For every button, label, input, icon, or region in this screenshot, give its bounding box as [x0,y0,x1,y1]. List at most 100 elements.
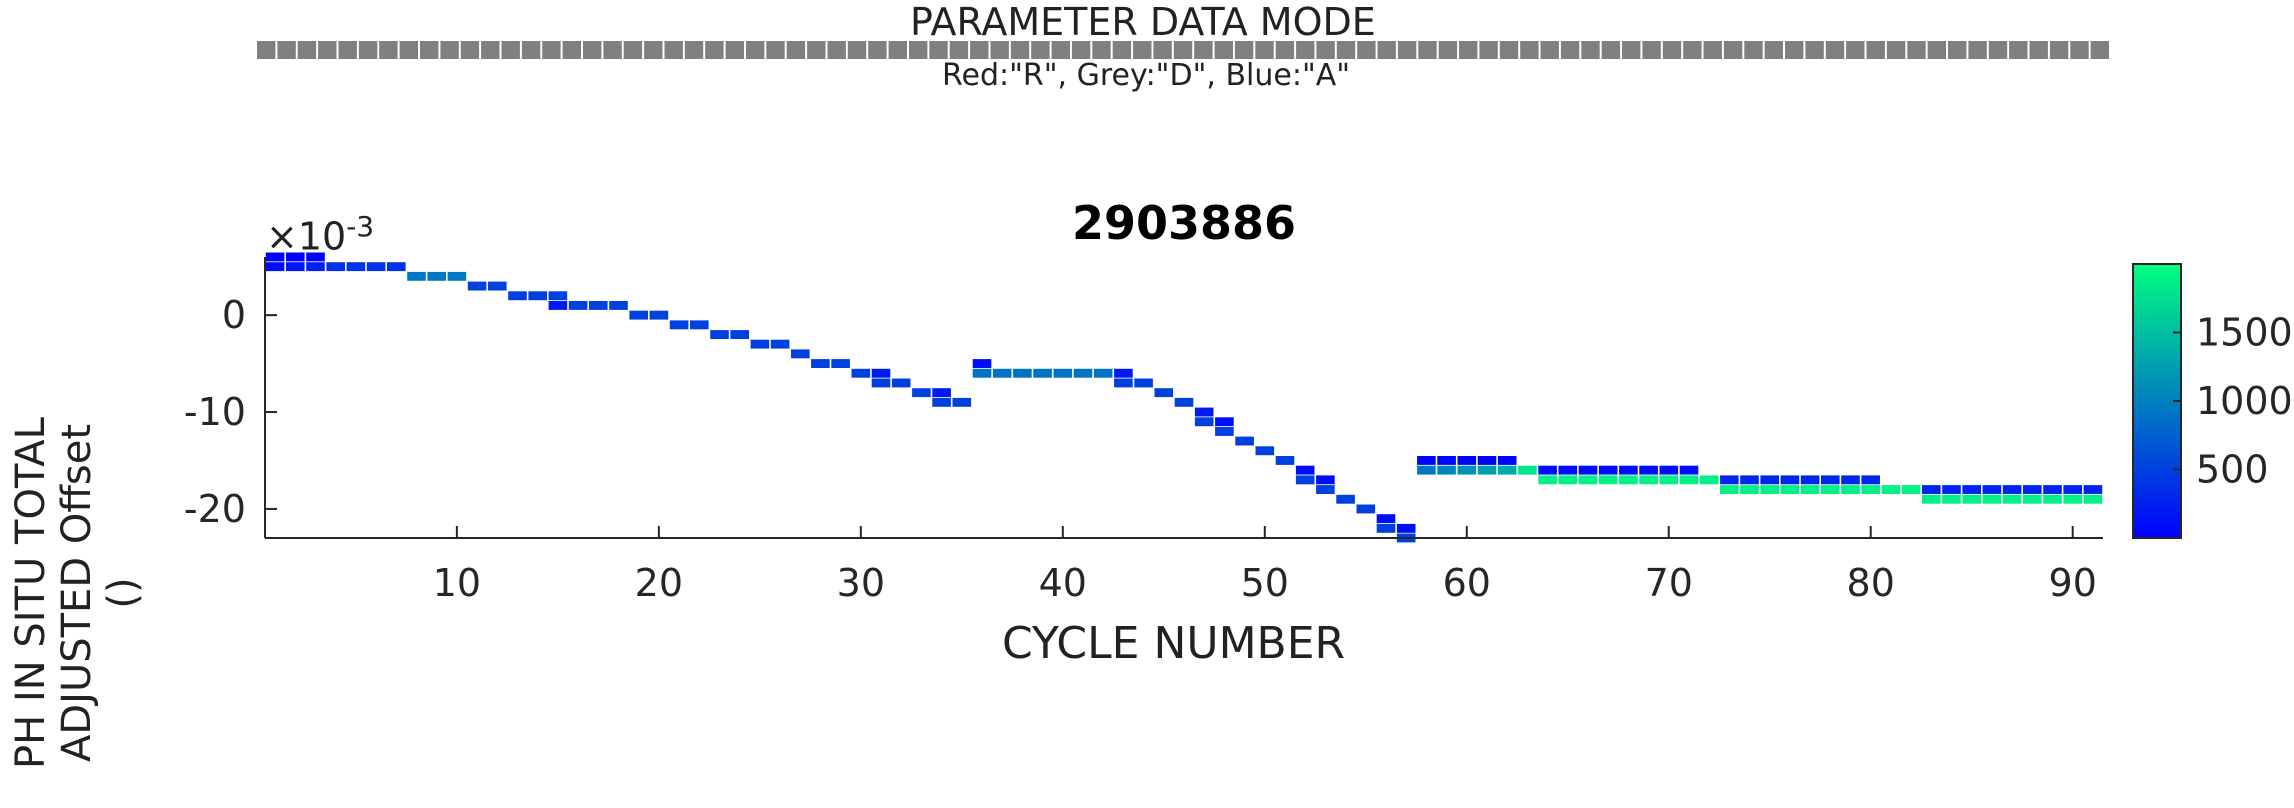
data-point [710,330,729,339]
mode-strip-cell [257,41,276,59]
mode-strip-cell [379,41,398,59]
mode-strip-cell [1173,41,1193,59]
mode-strip-cell [1051,41,1070,59]
mode-strip-cell [1683,41,1702,59]
x-tick-label: 80 [1847,561,1895,605]
data-point [1376,514,1396,524]
mode-strip-cell [847,41,867,59]
data-point [1215,427,1234,436]
data-point [1861,475,1880,485]
figure: PARAMETER DATA MODE Red:"R", Grey:"D", B… [8,0,2293,769]
data-point [1538,475,1557,485]
data-point [1114,368,1133,378]
data-point [427,271,446,281]
data-point [2063,485,2082,494]
mode-strip-cell [888,41,907,59]
x-tick-label: 20 [635,561,683,605]
mode-strip-cell [929,41,948,59]
mode-strip-cell [1785,41,1804,59]
data-point [932,397,951,407]
data-point [265,252,285,262]
mode-strip-cell [1968,41,1987,59]
data-point [1376,523,1396,533]
mode-strip-cell [2049,41,2069,59]
mode-strip-cell [521,41,541,59]
data-point [326,262,345,272]
data-point [2023,494,2042,504]
data-point [1962,494,1981,504]
mode-strip-cell [2029,41,2048,59]
data-point [1598,475,1618,485]
data-point [1396,523,1416,533]
mode-strip-cell [1031,41,1050,59]
data-point [1093,368,1113,378]
mode-strip-cell [1642,41,1661,59]
colorbar: 500 1000 1500 [2132,263,2293,539]
mode-strip-cell [1071,41,1091,59]
y-axis-label-line-3: () [100,577,146,609]
mode-strip-cell [1214,41,1233,59]
data-point [649,310,669,320]
x-tick-label: 10 [433,561,481,605]
mode-strip-cell [481,41,500,59]
mode-strip-cell [1377,41,1396,59]
mode-strip-cell [1723,41,1743,59]
mode-strip-cell [1764,41,1783,59]
data-point [1497,465,1517,475]
data-point [589,301,608,310]
data-point [1780,485,1800,494]
data-point [1740,485,1759,494]
data-point [1457,465,1477,475]
mode-strip-cell [358,41,378,59]
mode-strip-cell [420,41,439,59]
axes: 10 20 30 40 50 60 70 80 90 -20 -10 0 [184,257,2103,605]
data-point [568,301,588,310]
x-axis-label: CYCLE NUMBER [1002,618,1346,669]
mode-strip-cell [990,41,1009,59]
data-point [1699,475,1719,485]
y-exponent-base: ×10 [266,214,347,259]
data-point [730,330,749,339]
data-point [488,281,507,291]
mode-strip-cell [542,41,561,59]
data-point [1841,485,1860,494]
mode-strip-cell [949,41,969,59]
data-point [1780,475,1800,485]
mode-strip-cell [1479,41,1498,59]
mode-strip-cell [1825,41,1845,59]
x-tick-label: 30 [837,561,885,605]
colorbar-tick-label: 1500 [2196,311,2293,355]
data-point [851,368,871,378]
mode-strip-cell [1255,41,1274,59]
data-point [508,291,527,301]
data-point [1740,475,1759,485]
mode-strip-cell [1296,41,1315,59]
data-point [1720,475,1739,485]
data-point [1215,417,1234,427]
data-point [1518,465,1537,475]
mode-strip-cell [1662,41,1682,59]
data-point [286,262,305,272]
x-tick-label: 70 [1645,561,1693,605]
mode-strip-cell [297,41,317,59]
data-point [447,271,467,281]
data-point [690,320,709,330]
mode-strip-cell [725,41,744,59]
mode-strip-cell [603,41,622,59]
mode-strip-cell [460,41,480,59]
data-point [1821,475,1840,485]
data-point [1598,465,1618,475]
mode-strip-cell [684,41,704,59]
data-point [1922,494,1941,504]
data-point [1639,465,1658,475]
mode-strip-cell [1153,41,1172,59]
data-point [2023,485,2042,494]
data-point [891,378,911,388]
data-point [1942,494,1961,504]
data-point [1962,485,1981,494]
y-tick-label: -10 [184,390,246,434]
mode-strip-cell [623,41,643,59]
mode-strip-cell [1907,41,1926,59]
mode-strip [257,41,2109,59]
data-point [306,262,325,272]
